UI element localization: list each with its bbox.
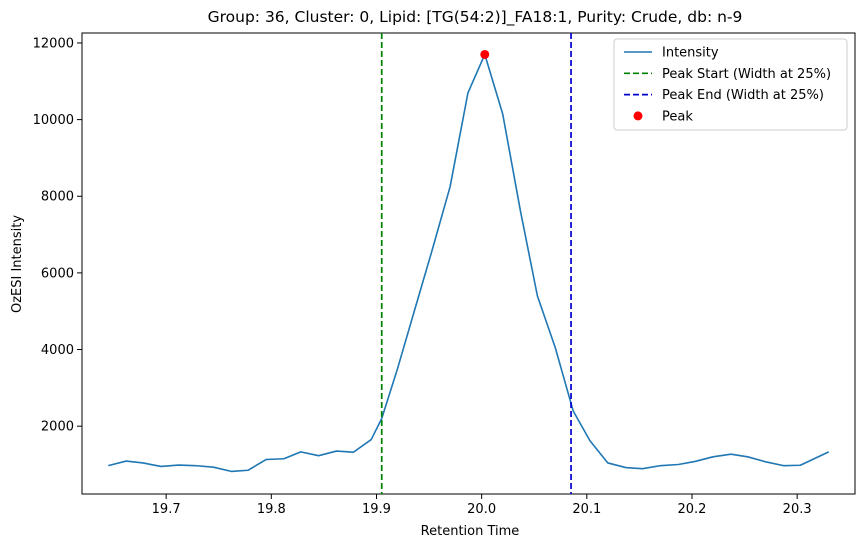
y-tick-label: 4000 xyxy=(41,343,74,358)
x-tick-label: 20.2 xyxy=(678,502,707,517)
y-axis: 2000 4000 6000 8000 10000 12000 xyxy=(33,36,82,435)
intensity-line xyxy=(108,53,830,473)
x-tick-label: 19.7 xyxy=(152,502,181,517)
plot-area xyxy=(81,32,856,495)
y-tick-label: 6000 xyxy=(41,266,74,281)
x-tick-label: 20.0 xyxy=(467,502,496,517)
x-tick-label: 20.3 xyxy=(783,502,812,517)
chart-title: Group: 36, Cluster: 0, Lipid: [TG(54:2)]… xyxy=(208,8,743,27)
y-tick-label: 8000 xyxy=(41,190,74,205)
legend-entry-label: Peak xyxy=(662,109,693,124)
legend-swatch-peak xyxy=(633,111,643,121)
peak-marker xyxy=(480,49,490,59)
legend-box xyxy=(613,38,848,131)
x-tick-label: 19.9 xyxy=(362,502,391,517)
x-tick-label: 20.1 xyxy=(572,502,601,517)
legend: Intensity Peak Start (Width at 25%) Peak E… xyxy=(613,38,848,131)
y-tick-label: 10000 xyxy=(33,113,74,128)
y-axis-label: OzESI Intensity xyxy=(10,215,25,313)
legend-entry-label: Peak Start (Width at 25%) xyxy=(662,67,831,82)
plot-frame xyxy=(81,32,856,495)
y-tick-label: 12000 xyxy=(33,36,74,51)
x-tick-label: 19.8 xyxy=(257,502,286,517)
x-axis-label: Retention Time xyxy=(421,524,520,539)
x-axis: 19.7 19.8 19.9 20.0 20.1 20.2 20.3 xyxy=(152,494,812,517)
y-tick-label: 2000 xyxy=(41,420,74,435)
legend-entry-label: Intensity xyxy=(662,46,719,61)
legend-entry-label: Peak End (Width at 25%) xyxy=(662,88,824,103)
